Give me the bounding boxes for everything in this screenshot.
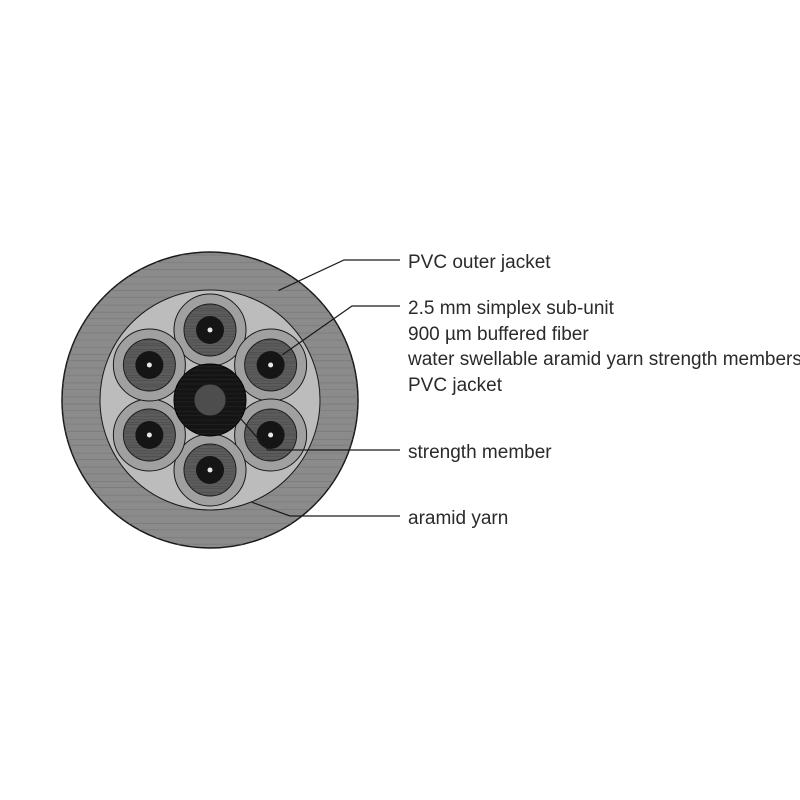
- subunit: [235, 329, 307, 401]
- label-subunit: 2.5 mm simplex sub-unit900 µm buffered f…: [408, 296, 800, 399]
- strength-member-core: [194, 384, 226, 416]
- subunit: [174, 434, 246, 506]
- label-outer: PVC outer jacket: [408, 250, 551, 276]
- subunit: [113, 329, 185, 401]
- subunit: [113, 399, 185, 471]
- label-strength: strength member: [408, 440, 552, 466]
- subunit: [235, 399, 307, 471]
- label-aramid: aramid yarn: [408, 506, 508, 532]
- subunit: [174, 294, 246, 366]
- cable-svg: [0, 0, 800, 800]
- cable-diagram: { "diagram": { "canvas": { "w": 800, "h"…: [0, 0, 800, 800]
